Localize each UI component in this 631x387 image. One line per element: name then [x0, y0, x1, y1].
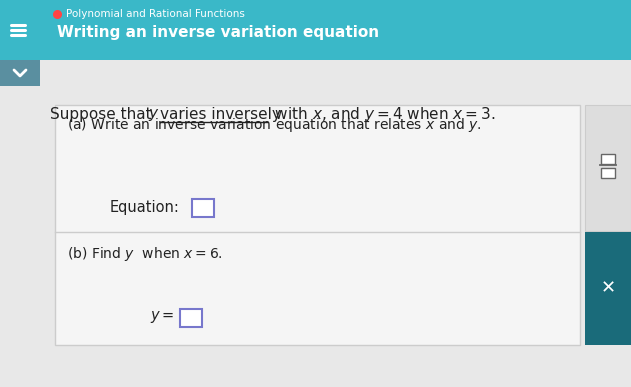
- Text: ✕: ✕: [601, 279, 616, 298]
- Text: Equation:: Equation:: [110, 200, 180, 215]
- FancyBboxPatch shape: [601, 168, 615, 178]
- Text: $y =$: $y =$: [150, 309, 175, 325]
- FancyBboxPatch shape: [585, 232, 631, 345]
- Text: with $x$, and $y=4$ when $x=3$.: with $x$, and $y=4$ when $x=3$.: [270, 106, 495, 125]
- Text: Polynomial and Rational Functions: Polynomial and Rational Functions: [66, 9, 245, 19]
- Text: $y$: $y$: [148, 107, 160, 123]
- Text: varies inversely: varies inversely: [160, 108, 281, 122]
- FancyBboxPatch shape: [180, 309, 202, 327]
- FancyBboxPatch shape: [0, 60, 40, 86]
- FancyBboxPatch shape: [0, 0, 631, 60]
- FancyBboxPatch shape: [601, 154, 615, 164]
- Text: (b) Find $y$  when $x = 6$.: (b) Find $y$ when $x = 6$.: [67, 245, 223, 263]
- FancyBboxPatch shape: [55, 105, 580, 345]
- FancyBboxPatch shape: [0, 60, 631, 387]
- FancyBboxPatch shape: [585, 105, 631, 231]
- Text: Suppose that: Suppose that: [50, 108, 156, 122]
- FancyBboxPatch shape: [192, 199, 214, 217]
- Text: Writing an inverse variation equation: Writing an inverse variation equation: [57, 24, 379, 39]
- Text: (a) Write an inverse variation equation that relates $x$ and $y$.: (a) Write an inverse variation equation …: [67, 116, 482, 134]
